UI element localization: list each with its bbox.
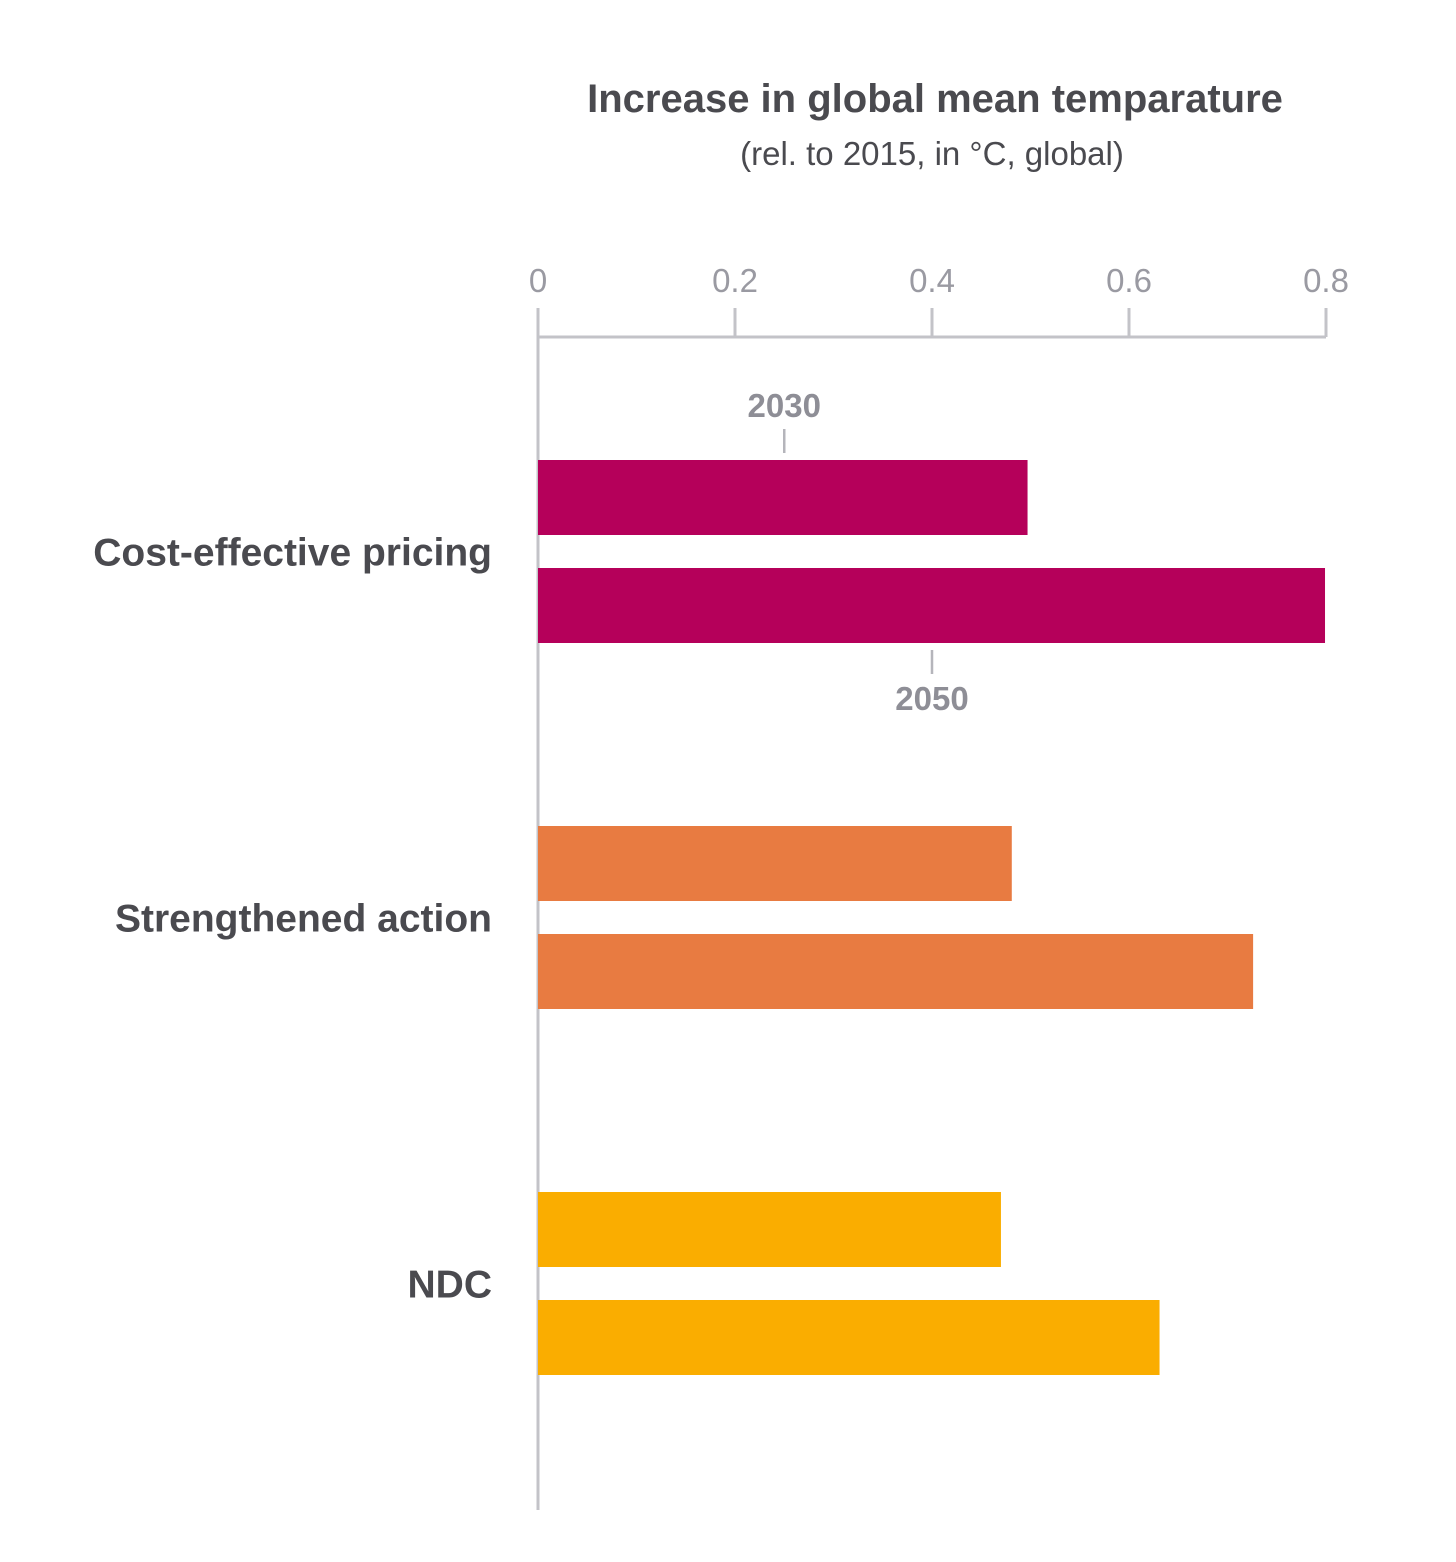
series-annotations: 2030 2050 (748, 387, 969, 717)
chart-title: Increase in global mean temparature (587, 77, 1283, 121)
bar (538, 1300, 1160, 1375)
series-annotation-label: 2030 (748, 387, 821, 424)
category-label: Strengthened action (115, 898, 492, 941)
x-tick-label: 0.8 (1303, 262, 1349, 299)
x-tick-label: 0.2 (712, 262, 758, 299)
bar (538, 826, 1012, 901)
x-tick-label: 0.4 (909, 262, 955, 299)
bar (538, 568, 1326, 643)
bar (538, 460, 1028, 535)
category-labels: Cost-effective pricing Strengthened actio… (93, 532, 492, 1307)
bars (538, 460, 1326, 1375)
bar (538, 1192, 1001, 1267)
chart-subtitle: (rel. to 2015, in °C, global) (740, 135, 1124, 172)
category-label: Cost-effective pricing (93, 532, 492, 575)
series-annotation-label: 2050 (895, 680, 968, 717)
category-label: NDC (408, 1264, 493, 1307)
bar (538, 934, 1254, 1009)
x-tick-label: 0 (529, 262, 547, 299)
x-tick-label: 0.6 (1106, 262, 1152, 299)
